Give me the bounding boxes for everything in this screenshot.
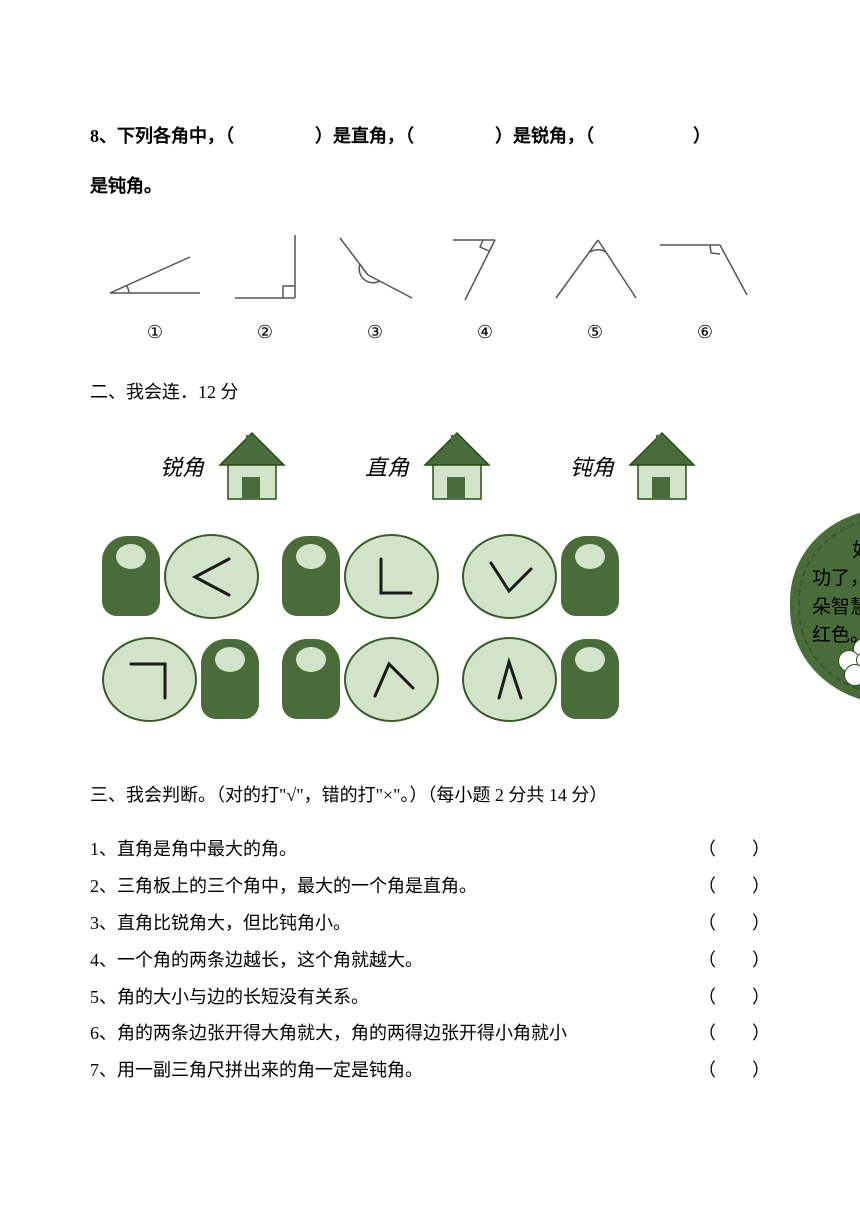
angle-label-2: ② [210, 316, 320, 348]
flower-icon [840, 638, 860, 686]
critter-icon [102, 536, 160, 616]
q8-line1: 8、下列各角中，（ ）是直角，（ ）是锐角，（ ） [90, 120, 770, 152]
judge-text: 4、一个角的两条边越长，这个角就越大。 [90, 942, 680, 979]
hint-bubble: 如果你成 功了，就把这 朵智慧花涂成 红色。 [790, 509, 860, 704]
q8-text-d: ） [693, 126, 711, 146]
judge-blank[interactable]: （ ） [680, 1015, 770, 1052]
card-6[interactable] [462, 637, 619, 722]
card-4[interactable] [102, 637, 259, 722]
bubble-line3: 朵智慧花涂成 [812, 594, 860, 623]
q8-text-b: ）是直角，（ [315, 126, 414, 146]
q8-blank-3[interactable] [599, 126, 689, 146]
judge-item-6: 6、角的两条边张开得大角就大，角的两得边张开得小角就小 （ ） [90, 1015, 770, 1052]
angle-6 [650, 228, 760, 308]
house-row: 锐角 直角 钝角 [90, 429, 770, 507]
angle-card-acute2 [462, 637, 557, 722]
judge-item-7: 7、用一副三角尺拼出来的角一定是钝角。 （ ） [90, 1052, 770, 1089]
angle-label-5: ⑤ [540, 316, 650, 348]
judge-item-1: 1、直角是角中最大的角。 （ ） [90, 831, 770, 868]
critter-icon [282, 536, 340, 616]
card-5[interactable] [282, 637, 439, 722]
bubble-line2: 功了，就把这 [812, 565, 860, 594]
house-obtuse[interactable]: 钝角 [570, 429, 705, 507]
critter-icon [561, 536, 619, 616]
q8-blank-1[interactable] [239, 126, 311, 146]
house-obtuse-label: 钝角 [570, 448, 614, 488]
judge-text: 7、用一副三角尺拼出来的角一定是钝角。 [90, 1052, 680, 1089]
angle-1 [100, 228, 210, 308]
critter-icon [561, 639, 619, 719]
angle-card-right1 [344, 534, 439, 619]
q8-text-a: 8、下列各角中，（ [90, 126, 234, 146]
angle-card-obtuse1 [462, 534, 557, 619]
angle-3 [320, 228, 430, 308]
judge-blank[interactable]: （ ） [680, 905, 770, 942]
angle-2 [210, 228, 320, 308]
house-acute-label: 锐角 [160, 448, 204, 488]
q8-line2: 是钝角。 [90, 170, 770, 202]
judge-text: 5、角的大小与边的长短没有关系。 [90, 979, 680, 1016]
judge-blank[interactable]: （ ） [680, 979, 770, 1016]
card-2[interactable] [282, 534, 439, 619]
judge-item-4: 4、一个角的两条边越长，这个角就越大。 （ ） [90, 942, 770, 979]
bubble-line1: 如果你成 [812, 537, 860, 566]
angle-4 [430, 228, 540, 308]
judge-blank[interactable]: （ ） [680, 831, 770, 868]
card-3[interactable] [462, 534, 619, 619]
angle-label-3: ③ [320, 316, 430, 348]
section3-title: 三、我会判断。（对的打"√"，错的打"×"。）（每小题 2 分共 14 分） [90, 779, 770, 811]
judge-item-3: 3、直角比锐角大，但比钝角小。 （ ） [90, 905, 770, 942]
card-1[interactable] [102, 534, 259, 619]
q8-blank-2[interactable] [419, 126, 491, 146]
angle-5 [540, 228, 650, 308]
judge-item-5: 5、角的大小与边的长短没有关系。 （ ） [90, 979, 770, 1016]
angle-labels-row: ① ② ③ ④ ⑤ ⑥ [90, 316, 770, 348]
house-icon [415, 429, 500, 507]
judge-blank[interactable]: （ ） [680, 868, 770, 905]
critter-icon [201, 639, 259, 719]
judge-text: 1、直角是角中最大的角。 [90, 831, 680, 868]
angles-row [90, 228, 770, 308]
section2-title: 二、我会连．12 分 [90, 376, 770, 408]
house-icon [620, 429, 705, 507]
matching-area: 锐角 直角 钝角 [90, 429, 770, 749]
q8-text-c: ）是锐角，（ [495, 126, 594, 146]
judge-item-2: 2、三角板上的三个角中，最大的一个角是直角。 （ ） [90, 868, 770, 905]
judge-blank[interactable]: （ ） [680, 1052, 770, 1089]
angle-label-6: ⑥ [650, 316, 760, 348]
angle-label-1: ① [100, 316, 210, 348]
judge-blank[interactable]: （ ） [680, 942, 770, 979]
house-right-label: 直角 [365, 448, 409, 488]
judge-text: 2、三角板上的三个角中，最大的一个角是直角。 [90, 868, 680, 905]
angle-card-right2 [102, 637, 197, 722]
house-acute[interactable]: 锐角 [160, 429, 295, 507]
house-icon [210, 429, 295, 507]
judge-text: 3、直角比锐角大，但比钝角小。 [90, 905, 680, 942]
house-right[interactable]: 直角 [365, 429, 500, 507]
angle-cards [90, 534, 630, 740]
angle-label-4: ④ [430, 316, 540, 348]
critter-icon [282, 639, 340, 719]
angle-card-obtuse2 [344, 637, 439, 722]
angle-card-acute1 [164, 534, 259, 619]
judge-text: 6、角的两条边张开得大角就大，角的两得边张开得小角就小 [90, 1015, 680, 1052]
section3: 三、我会判断。（对的打"√"，错的打"×"。）（每小题 2 分共 14 分） 1… [90, 779, 770, 1090]
